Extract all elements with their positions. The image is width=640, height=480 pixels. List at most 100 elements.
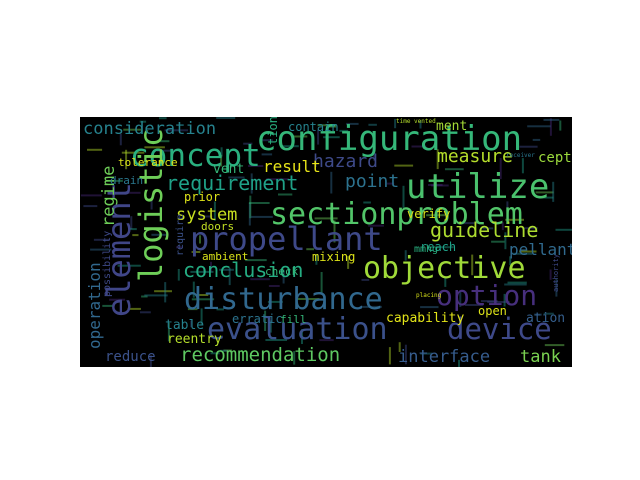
tiny-word-mark (363, 201, 371, 204)
tiny-word-mark (317, 124, 337, 127)
tiny-word-mark (164, 282, 167, 303)
word-element: element (100, 182, 138, 317)
tiny-word-mark (176, 246, 183, 249)
word-reduce: reduce (105, 349, 156, 365)
word-disturbance: disturbance (184, 282, 383, 317)
tiny-word-mark (394, 164, 414, 167)
tiny-word-mark (83, 205, 98, 208)
tiny-word-mark (210, 352, 220, 355)
word-fill: fill (280, 313, 307, 326)
word-recommendation: recommendation (180, 344, 340, 366)
word-ation: ation (526, 311, 565, 326)
tiny-word-mark (293, 351, 296, 365)
tiny-word-mark (431, 184, 449, 187)
tiny-word-mark (250, 278, 270, 281)
word-erratic: erratic (232, 312, 283, 326)
tiny-word-mark (245, 259, 267, 262)
tiny-word-mark (269, 320, 272, 333)
tiny-word-mark (503, 293, 506, 307)
small-words-filler (80, 117, 572, 367)
tiny-word-mark (144, 294, 168, 297)
tiny-word-mark (394, 118, 397, 129)
tiny-word-mark (404, 344, 407, 365)
tiny-word-mark (404, 250, 407, 261)
tiny-word-mark (457, 222, 478, 225)
word-vent: vent (213, 162, 244, 177)
tiny-word-mark (368, 224, 384, 227)
word-contain: contain (288, 120, 339, 134)
tiny-word-mark (125, 149, 128, 170)
tiny-word-mark (141, 295, 148, 298)
word-placing: placing (416, 292, 442, 299)
tiny-word-mark (250, 173, 253, 194)
tiny-word-mark (248, 202, 251, 226)
tiny-word-mark (267, 300, 283, 303)
word-receiver: receiver (506, 152, 535, 159)
tiny-word-mark (523, 227, 538, 230)
tiny-word-mark (264, 310, 267, 331)
tiny-word-mark (398, 342, 401, 352)
tiny-word-mark (420, 352, 433, 355)
tiny-word-mark (107, 179, 123, 182)
tiny-word-mark (386, 182, 395, 185)
tiny-word-mark (80, 194, 102, 197)
tiny-word-mark (507, 281, 527, 284)
tiny-word-mark (130, 216, 133, 230)
tiny-word-mark (156, 149, 175, 152)
word-guideline: guideline (430, 218, 538, 242)
tiny-word-mark (419, 120, 422, 129)
word-sectionproblem: sectionproblem (270, 197, 523, 232)
tiny-word-mark (543, 118, 560, 121)
word-regime: regime (99, 166, 119, 227)
tiny-word-mark (190, 320, 193, 328)
tiny-word-mark (216, 308, 224, 311)
tiny-word-mark (117, 264, 141, 267)
tiny-word-mark (251, 215, 273, 218)
tiny-word-mark (314, 217, 338, 220)
tiny-word-mark (373, 146, 376, 161)
tiny-word-mark (519, 250, 537, 253)
tiny-word-mark (159, 117, 167, 120)
tiny-word-mark (282, 269, 285, 284)
tiny-word-mark (248, 202, 270, 204)
word-tion: tion (266, 117, 280, 145)
tiny-word-mark (445, 168, 464, 171)
tiny-word-mark (192, 281, 195, 298)
tiny-word-mark (521, 158, 524, 174)
tiny-word-mark (361, 278, 370, 281)
tiny-word-mark (203, 268, 206, 276)
word-point: point (345, 171, 399, 192)
tiny-word-mark (87, 148, 103, 151)
word-ment: ment (436, 119, 467, 134)
word-prior: prior (184, 190, 220, 204)
tiny-word-mark (464, 304, 484, 306)
tiny-word-mark (505, 218, 524, 221)
word-doors: doors (201, 220, 234, 233)
tiny-word-mark (210, 261, 212, 272)
tiny-word-mark (543, 312, 554, 315)
tiny-word-mark (323, 136, 340, 139)
tiny-word-mark (534, 313, 542, 316)
tiny-word-mark (426, 214, 446, 217)
word-conclusion: conclusion (183, 258, 303, 282)
tiny-word-mark (177, 269, 180, 281)
word-ambient: ambient (202, 250, 248, 263)
word-mixing: mixing (312, 250, 355, 264)
tiny-word-mark (243, 142, 253, 145)
tiny-word-mark (122, 191, 141, 194)
tiny-word-mark (559, 120, 562, 131)
tiny-word-mark (552, 181, 555, 202)
word-tank: tank (520, 347, 561, 367)
tiny-word-mark (506, 201, 509, 212)
tiny-word-mark (459, 290, 462, 307)
tiny-word-mark (519, 145, 538, 148)
word-verify: verify (407, 207, 450, 221)
tiny-word-mark (359, 305, 382, 308)
word-time-vented: time vented (396, 118, 436, 125)
tiny-word-mark (306, 248, 314, 251)
tiny-word-mark (268, 285, 280, 287)
tiny-word-mark (261, 153, 273, 156)
tiny-word-mark (150, 197, 153, 210)
tiny-word-mark (411, 145, 427, 148)
tiny-word-mark (266, 178, 289, 181)
